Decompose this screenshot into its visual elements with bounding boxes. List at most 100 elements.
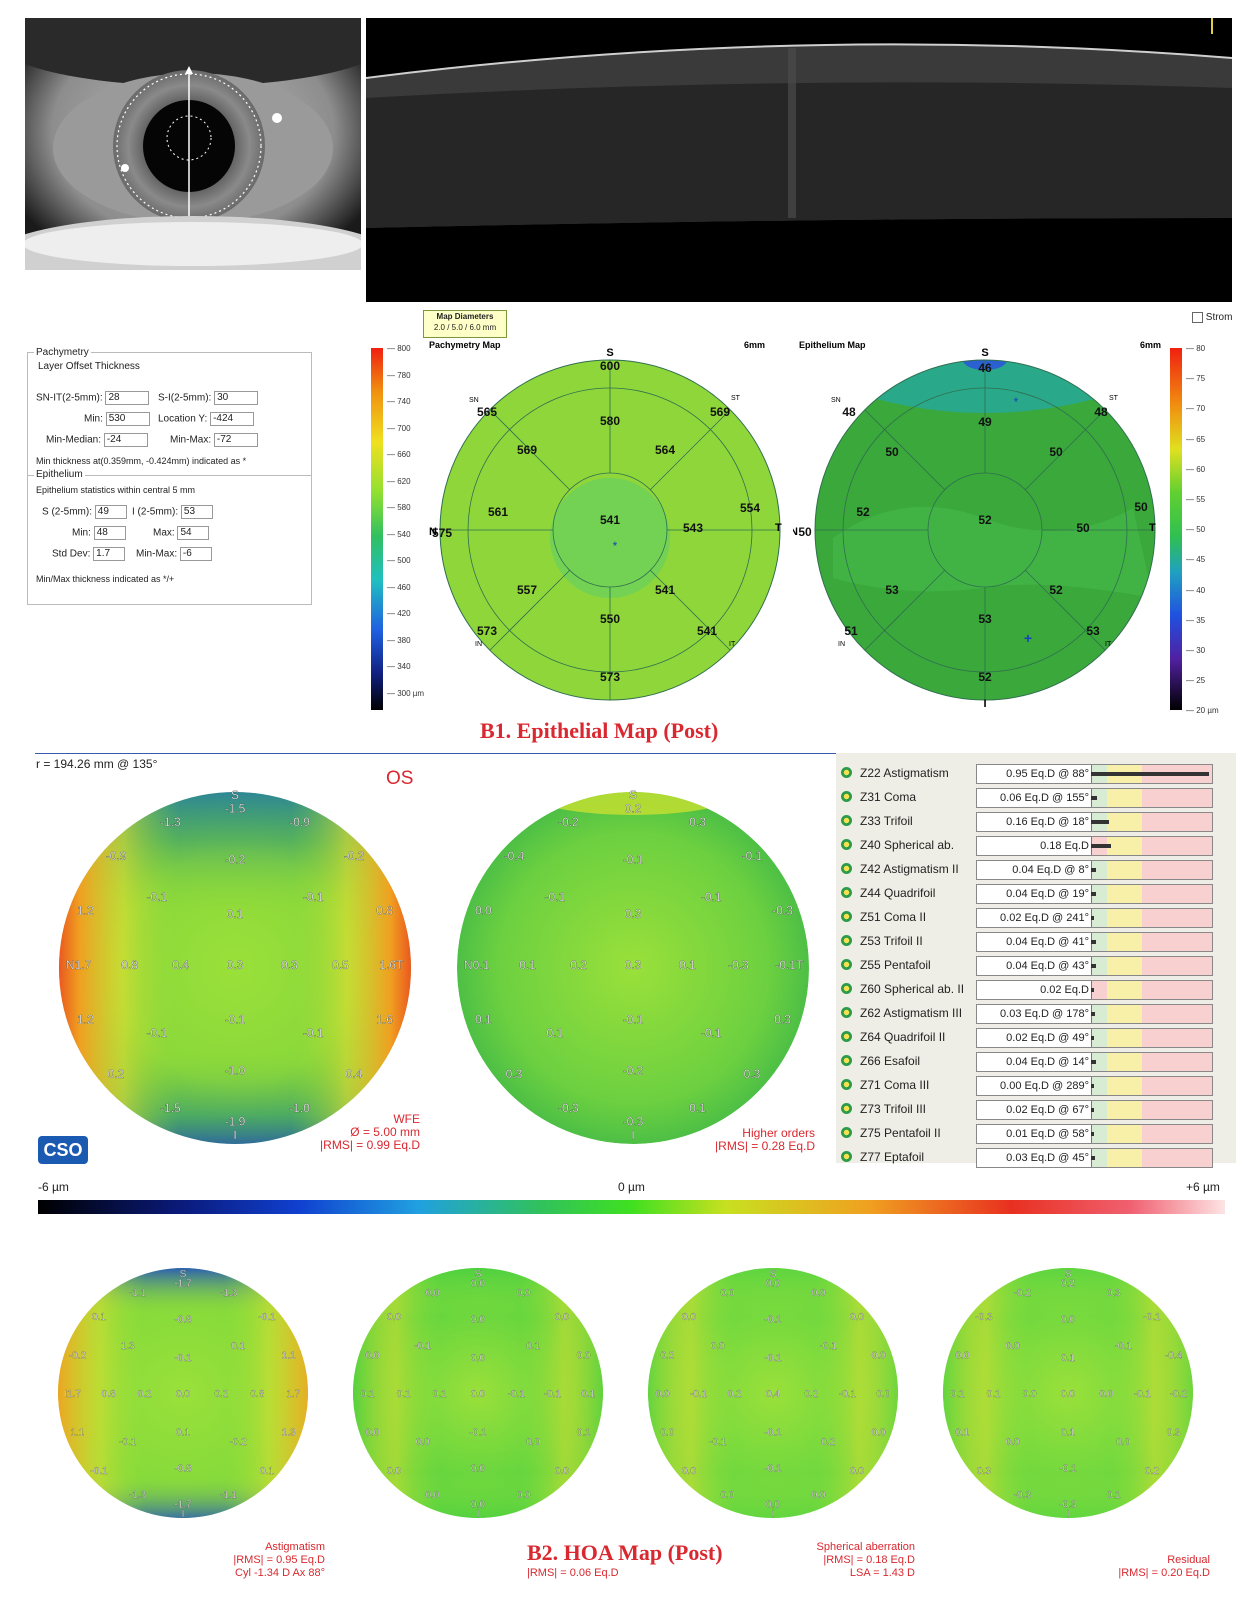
map-label: -0.1 xyxy=(119,1437,137,1448)
map-label: 0.2 xyxy=(108,1067,125,1081)
zernike-row[interactable]: Z71 Coma III 0.00 Eq.D @ 289° xyxy=(838,1074,1235,1097)
zernike-icon xyxy=(841,983,852,994)
zernike-row[interactable]: Z77 Eptafoil 0.03 Eq.D @ 45° xyxy=(838,1146,1235,1169)
min-field[interactable]: 530 xyxy=(105,412,150,426)
ep-min-max-field[interactable]: -6 xyxy=(179,547,212,561)
zernike-row[interactable]: Z51 Coma II 0.02 Eq.D @ 241° xyxy=(838,906,1235,929)
epi-val-upper-mid: 49 xyxy=(978,415,992,429)
zernike-row[interactable]: Z40 Spherical ab. 0.18 Eq.D xyxy=(838,834,1235,857)
zernike-row[interactable]: Z33 Trifoil 0.16 Eq.D @ 18° xyxy=(838,810,1235,833)
map-label: -0.1 xyxy=(146,1026,167,1040)
s-field[interactable]: 49 xyxy=(94,505,127,519)
map-label: 1.2 xyxy=(77,904,94,918)
zernike-row[interactable]: Z53 Trifoil II 0.04 Eq.D @ 41° xyxy=(838,930,1235,953)
location-y-field[interactable]: -424 xyxy=(210,412,255,426)
map-label: 0.3 xyxy=(227,958,244,972)
map-label: -0.3 xyxy=(1059,1499,1077,1510)
map-label: 0.1 xyxy=(475,1012,492,1026)
map-label: 0.0 xyxy=(555,1466,569,1477)
map-label: I xyxy=(772,1509,775,1520)
sn-it-field[interactable]: 28 xyxy=(105,391,150,405)
map-label: 0.0 xyxy=(526,1437,540,1448)
map-label: 0.1 xyxy=(1061,1353,1075,1364)
map-label: -0.1 xyxy=(839,1389,857,1400)
zernike-row[interactable]: Z66 Esafoil 0.04 Eq.D @ 14° xyxy=(838,1050,1235,1073)
epi-orient-st: ST xyxy=(1109,395,1119,402)
zernike-name: Z51 Coma II xyxy=(860,910,927,924)
zernike-row[interactable]: Z55 Pentafoil 0.04 Eq.D @ 43° xyxy=(838,954,1235,977)
zernike-value: 0.04 Eq.D @ 8° xyxy=(977,861,1092,879)
map-label: 0.1 xyxy=(519,958,536,972)
zernike-row[interactable]: Z22 Astigmatism 0.95 Eq.D @ 88° xyxy=(838,762,1235,785)
map-label: 0.1 xyxy=(92,1312,106,1323)
scale-tick-5: — 55 xyxy=(1186,495,1206,504)
zernike-bar: 0.02 Eq.D @ 241° xyxy=(976,908,1213,928)
zernike-row[interactable]: Z73 Trifoil III 0.02 Eq.D @ 67° xyxy=(838,1098,1235,1121)
zernike-row[interactable]: Z75 Pentafoil II 0.01 Eq.D @ 58° xyxy=(838,1122,1235,1145)
map-label: -0.1 xyxy=(764,1315,782,1326)
wfe-caption: WFE Ø = 5.00 mm |RMS| = 0.99 Eq.D xyxy=(260,1113,420,1152)
zernike-row[interactable]: Z42 Astigmatism II 0.04 Eq.D @ 8° xyxy=(838,858,1235,881)
map-label: -0.1 xyxy=(820,1341,838,1352)
epi-val-it: 53 xyxy=(1086,624,1100,638)
hoa-caption-line: |RMS| = 0.20 Eq.D xyxy=(1118,1567,1210,1579)
epithelium-map-title: Epithelium Map xyxy=(799,340,866,350)
zernike-row[interactable]: Z31 Coma 0.06 Eq.D @ 155° xyxy=(838,786,1235,809)
map-label: 0.1 xyxy=(1107,1490,1121,1501)
map-label: 0.0 xyxy=(475,904,492,918)
map-label: 1.1 xyxy=(70,1427,84,1438)
map-label: 0.0 xyxy=(517,1288,531,1299)
caption-b2: B2. HOA Map (Post) xyxy=(527,1540,723,1565)
pachymetry-spokes xyxy=(440,360,780,700)
scale-tick-0: — 80 xyxy=(1186,344,1206,353)
min-median-field[interactable]: -24 xyxy=(103,433,148,447)
zernike-value: 0.04 Eq.D @ 14° xyxy=(977,1053,1092,1071)
ep-min-field[interactable]: 48 xyxy=(93,526,126,540)
map-label: 0.4 xyxy=(766,1389,780,1400)
hoa-caption-line: LSA = 1.43 D xyxy=(849,1567,915,1579)
i-field[interactable]: 53 xyxy=(180,505,213,519)
zernike-name: Z55 Pentafoil xyxy=(860,958,931,972)
checkbox-box[interactable] xyxy=(1192,312,1203,323)
i-label: I (2-5mm): xyxy=(132,506,179,518)
ep-min-max-label: Min-Max: xyxy=(136,548,178,560)
std-dev-field[interactable]: 1.7 xyxy=(93,547,126,561)
map-label: 0.8 xyxy=(250,1389,264,1400)
s-i-field[interactable]: 30 xyxy=(214,391,259,405)
min-max-field[interactable]: -72 xyxy=(213,433,258,447)
zernike-row[interactable]: Z44 Quadrifoil 0.04 Eq.D @ 19° xyxy=(838,882,1235,905)
map-label: 0.0 xyxy=(387,1466,401,1477)
map-label: 0.3 xyxy=(977,1466,991,1477)
zernike-magnitude xyxy=(1091,892,1096,896)
hoa-caption-line: Spherical aberration xyxy=(816,1541,915,1553)
map-label: -0.1 xyxy=(544,890,565,904)
map-label: 0.0 xyxy=(387,1312,401,1323)
pachy-val-far-r: 554 xyxy=(740,501,760,515)
higher-orders-map: S0.2-0.2 0.3-0.4 -0.1 -0.1-0.1 -0.10.0 0.3 -0.… xyxy=(457,788,809,1144)
zernike-icon xyxy=(841,863,852,874)
map-label: S xyxy=(1065,1269,1072,1280)
zernike-row[interactable]: Z60 Spherical ab. II 0.02 Eq.D xyxy=(838,978,1235,1001)
zernike-magnitude xyxy=(1091,1036,1094,1040)
map-label: 0.3 xyxy=(689,815,706,829)
map-label: S xyxy=(770,1269,777,1280)
scale-tick-6: — 580 xyxy=(387,503,411,512)
wfe-caption-diameter: Ø = 5.00 mm xyxy=(350,1125,420,1139)
zernike-name: Z77 Eptafoil xyxy=(860,1150,925,1164)
zernike-row[interactable]: Z62 Astigmatism III 0.03 Eq.D @ 178° xyxy=(838,1002,1235,1025)
map-label: -0.2 xyxy=(1014,1288,1032,1299)
zernike-icon xyxy=(841,839,852,850)
map-label: 0.3 xyxy=(1107,1288,1121,1299)
zernike-magnitude xyxy=(1091,964,1096,968)
zernike-value: 0.16 Eq.D @ 18° xyxy=(977,813,1092,831)
pachy-val-ur: 564 xyxy=(655,443,675,457)
ep-max-field[interactable]: 54 xyxy=(177,526,210,540)
wfe-caption-rms: |RMS| = 0.99 Eq.D xyxy=(320,1138,420,1152)
zernike-row[interactable]: Z64 Quadrifoil II 0.02 Eq.D @ 49° xyxy=(838,1026,1235,1049)
scale-tick-7: — 45 xyxy=(1186,555,1206,565)
pachy-val-far-l: 575 xyxy=(432,526,452,540)
stroma-checkbox[interactable]: Strom xyxy=(1192,312,1232,323)
epi-val-bottom: 52 xyxy=(978,670,992,684)
map-label: 0.1 xyxy=(361,1389,375,1400)
map-label: 0.0 xyxy=(872,1351,886,1362)
